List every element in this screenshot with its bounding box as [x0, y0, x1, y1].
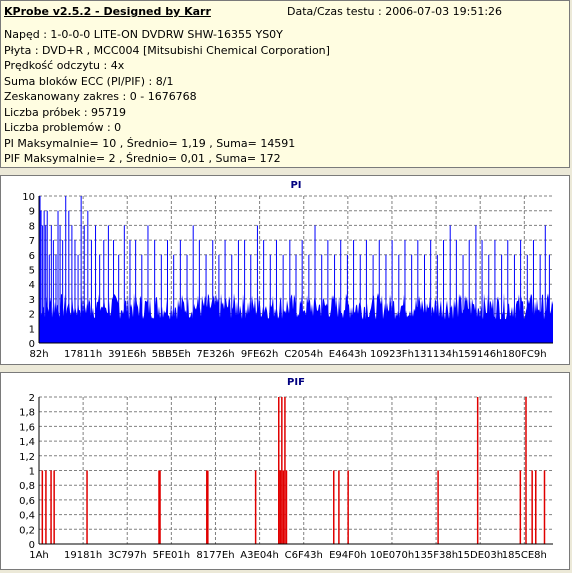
- pif-bar: [53, 470, 55, 544]
- pif-bar: [347, 470, 349, 544]
- pif-chart-panel: PIF 0 0,2 0,4 0,6 0,8 1 1,2 1,4 1,6 1,8 2 1Ah 19181h 3…: [0, 372, 570, 570]
- pif-bar: [86, 470, 88, 544]
- y-tick-label: 0,4: [19, 511, 35, 522]
- x-tick-label: 159146h: [458, 349, 503, 360]
- y-tick-label: 0,2: [19, 525, 35, 536]
- x-tick-label: A3E04h: [240, 550, 279, 561]
- pif-bar: [254, 470, 257, 544]
- y-tick-label: 0: [29, 540, 35, 551]
- x-tick-label: 7E326h: [196, 349, 234, 360]
- y-tick-label: 1: [29, 467, 35, 478]
- y-tick-label: 2: [29, 310, 35, 321]
- x-tick-label: 185CE8h: [502, 550, 547, 561]
- x-tick-label: 19181h: [64, 550, 102, 561]
- pi-stats: PI Maksymalnie= 10 , Średnio= 1,19 , Sum…: [4, 136, 296, 150]
- test-info-panel: KProbe v2.5.2 - Designed by Karr Data/Cz…: [0, 0, 570, 168]
- disc-info: Płyta : DVD+R , MCC004 [Mitsubishi Chemi…: [4, 43, 330, 57]
- pif-chart: PIF 0 0,2 0,4 0,6 0,8 1 1,2 1,4 1,6 1,8 2 1Ah 19181h 3…: [19, 377, 553, 561]
- pi-chart-panel: PI 0 1 2 3 4 5 6 7 8 9 10 82h 17811h 391E6h 5BB5Eh 7E326…: [0, 175, 570, 365]
- pif-bar: [41, 470, 44, 544]
- pif-bar: [282, 470, 285, 544]
- x-tick-label: 391E6h: [108, 349, 146, 360]
- x-tick-label: 10E070h: [370, 550, 414, 561]
- y-tick-label: 0,8: [19, 481, 35, 492]
- pif-bar: [543, 470, 546, 544]
- y-tick-label: 9: [29, 207, 35, 218]
- pi-series: [39, 196, 553, 343]
- pif-bar: [207, 470, 209, 544]
- y-tick-label: 1,8: [19, 408, 35, 419]
- y-tick-label: 5: [29, 266, 35, 277]
- chart-title: PI: [290, 180, 301, 191]
- pif-bar: [285, 470, 288, 544]
- pif-stats: PIF Maksymalnie= 2 , Średnio= 0,01 , Sum…: [4, 152, 281, 165]
- y-tick-label: 10: [22, 192, 35, 203]
- pif-bar: [278, 397, 280, 544]
- y-tick-label: 0: [29, 339, 35, 350]
- sample-count: Liczba próbek : 95719: [4, 105, 127, 119]
- y-tick-label: 7: [29, 236, 35, 247]
- pif-bar: [45, 470, 47, 544]
- pif-bar: [525, 397, 527, 544]
- problem-count: Liczba problemów : 0: [4, 121, 122, 134]
- x-tick-label: 17811h: [64, 349, 102, 360]
- pif-bar: [476, 397, 479, 544]
- x-tick-label: 10923Fh: [370, 349, 414, 360]
- y-tick-label: 3: [29, 295, 35, 306]
- y-tick-label: 8: [29, 221, 35, 232]
- pif-bar: [333, 470, 335, 544]
- pif-bar: [535, 470, 537, 544]
- pif-bar: [159, 470, 161, 544]
- y-tick-label: 1,2: [19, 452, 35, 463]
- pif-bar: [519, 470, 522, 544]
- y-tick-label: 2: [29, 393, 35, 404]
- pif-bar: [281, 397, 283, 544]
- test-datetime: Data/Czas testu : 2006-07-03 19:51:26: [287, 5, 503, 18]
- chart-title: PIF: [287, 377, 305, 388]
- y-tick-label: 6: [29, 251, 35, 262]
- read-speed: Prędkość odczytu : 4x: [4, 59, 125, 72]
- x-tick-label: 9FE62h: [241, 349, 279, 360]
- pif-bar: [531, 470, 533, 544]
- pif-bar: [206, 470, 208, 544]
- pi-chart: PI 0 1 2 3 4 5 6 7 8 9 10 82h 17811h 391E6h 5BB5Eh 7E326…: [22, 180, 553, 360]
- pif-bar: [158, 470, 160, 544]
- pif-bar: [437, 470, 439, 544]
- x-tick-label: 8177Eh: [196, 550, 234, 561]
- x-tick-label: 135F38h: [414, 550, 458, 561]
- x-tick-label: 180FC9h: [502, 349, 547, 360]
- x-tick-label: C6F43h: [285, 550, 323, 561]
- pif-bar: [279, 470, 282, 544]
- y-tick-label: 0,6: [19, 496, 35, 507]
- ecc-sum: Suma bloków ECC (PI/PIF) : 8/1: [4, 74, 174, 88]
- drive-info: Napęd : 1-0-0-0 LITE-ON DVDRW SHW-16355 …: [4, 28, 283, 41]
- y-tick-label: 1: [29, 324, 35, 335]
- x-tick-label: E4643h: [329, 349, 367, 360]
- x-tick-label: 82h: [29, 349, 48, 360]
- y-tick-label: 1,4: [19, 437, 35, 448]
- pif-bar: [338, 470, 340, 544]
- x-tick-label: 15DE03h: [457, 550, 503, 561]
- app-title: KProbe v2.5.2 - Designed by Karr: [4, 5, 211, 18]
- x-tick-label: C2054h: [284, 349, 323, 360]
- x-tick-label: 3C797h: [108, 550, 147, 561]
- y-tick-label: 1,6: [19, 422, 35, 433]
- pif-bar: [50, 470, 52, 544]
- pif-bar: [284, 397, 286, 544]
- y-tick-label: 4: [29, 280, 35, 291]
- x-tick-label: E94F0h: [329, 550, 367, 561]
- x-tick-label: 5FE01h: [153, 550, 191, 561]
- x-tick-label: 131134h: [414, 349, 459, 360]
- x-tick-label: 5BB5Eh: [152, 349, 191, 360]
- pif-series: [41, 397, 546, 544]
- x-tick-label: 1Ah: [29, 550, 49, 561]
- scanned-range: Zeskanowany zakres : 0 - 1676768: [4, 90, 197, 103]
